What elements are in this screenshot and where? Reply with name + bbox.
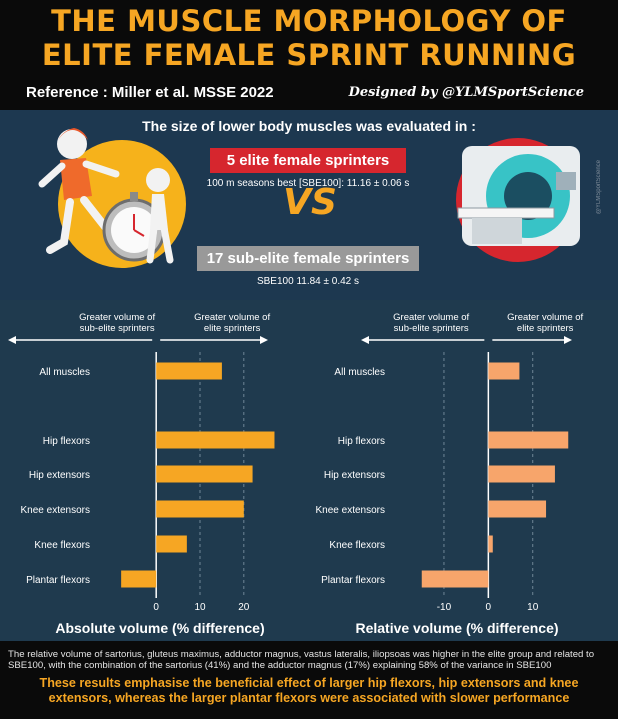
category-label: Knee flexors bbox=[34, 540, 90, 551]
header bbox=[0, 0, 618, 110]
bar-hip-extensors bbox=[488, 465, 555, 483]
bar-plantar-flexors bbox=[121, 570, 157, 588]
footer bbox=[0, 641, 618, 719]
category-label: Hip flexors bbox=[43, 436, 90, 447]
right-note-line-2: elite sprinters bbox=[517, 323, 574, 334]
mri-scanner-illustration bbox=[456, 138, 580, 262]
category-label: Plantar flexors bbox=[321, 575, 385, 586]
bar-knee-flexors bbox=[488, 535, 493, 553]
right-note-line-1: Greater volume of bbox=[194, 312, 270, 323]
bar-all-muscles bbox=[156, 362, 222, 380]
category-label: Hip extensors bbox=[29, 470, 90, 481]
category-label: Knee flexors bbox=[329, 540, 385, 551]
category-label: Hip flexors bbox=[338, 436, 385, 447]
evaluated-heading: The size of lower body muscles was evalu… bbox=[142, 118, 476, 134]
bar-hip-flexors bbox=[156, 431, 275, 449]
bar-plantar-flexors bbox=[421, 570, 489, 588]
elite-group-label: 5 elite female sprinters bbox=[210, 148, 406, 173]
axis-title: Absolute volume (% difference) bbox=[55, 620, 264, 636]
category-label: Knee extensors bbox=[21, 505, 91, 516]
footer-body: The relative volume of sartorius, gluteu… bbox=[8, 649, 595, 671]
category-label: Hip extensors bbox=[324, 470, 385, 481]
bar-hip-extensors bbox=[156, 465, 253, 483]
left-arrow-head bbox=[361, 336, 369, 344]
bar-knee-extensors bbox=[488, 500, 547, 518]
category-label: All muscles bbox=[39, 367, 90, 378]
footer-conclusion: These results emphasise the beneficial e… bbox=[39, 676, 579, 705]
category-label: Knee extensors bbox=[316, 505, 386, 516]
right-note-line-2: elite sprinters bbox=[204, 323, 261, 334]
left-note-line-2: sub-elite sprinters bbox=[394, 323, 469, 334]
title-line-1: THE MUSCLE MORPHOLOGY OF bbox=[51, 4, 567, 38]
bar-knee-extensors bbox=[156, 500, 244, 518]
subelite-group-detail: SBE100 11.84 ± 0.42 s bbox=[256, 276, 360, 287]
versus-text: VS bbox=[283, 182, 337, 223]
tick-label: 0 bbox=[486, 602, 492, 613]
category-label: All muscles bbox=[334, 367, 385, 378]
page-title: THE MUSCLE MORPHOLOGY OF ELITE FEMALE SP… bbox=[0, 4, 618, 72]
bar-knee-flexors bbox=[156, 535, 187, 553]
bar-all-muscles bbox=[488, 362, 520, 380]
category-label: Plantar flexors bbox=[26, 575, 90, 586]
tick-label: 0 bbox=[153, 602, 159, 613]
tick-label: 10 bbox=[527, 602, 539, 613]
title-line-2: ELITE FEMALE SPRINT RUNNING bbox=[41, 38, 577, 72]
left-note-line-1: Greater volume of bbox=[393, 312, 469, 323]
tick-label: -10 bbox=[437, 602, 452, 613]
designed-by: Designed by @YLMSportScience bbox=[348, 85, 584, 100]
right-arrow-head bbox=[260, 336, 268, 344]
right-note-line-1: Greater volume of bbox=[507, 312, 583, 323]
reference: Reference : Miller et al. MSSE 2022 bbox=[26, 84, 274, 101]
subelite-group-label: 17 sub-elite female sprinters bbox=[197, 246, 419, 271]
left-arrow-head bbox=[8, 336, 16, 344]
elite-group-detail: 100 m seasons best [SBE100]: 11.16 ± 0.0… bbox=[206, 178, 410, 189]
bar-hip-flexors bbox=[488, 431, 569, 449]
runner-stopwatch-illustration bbox=[38, 128, 186, 268]
watermark: @YLMSportScience bbox=[596, 160, 602, 215]
left-note-line-2: sub-elite sprinters bbox=[80, 323, 155, 334]
left-note-line-1: Greater volume of bbox=[79, 312, 155, 323]
right-arrow-head bbox=[564, 336, 572, 344]
tick-label: 20 bbox=[238, 602, 250, 613]
tick-label: 10 bbox=[194, 602, 206, 613]
axis-title: Relative volume (% difference) bbox=[355, 620, 558, 636]
